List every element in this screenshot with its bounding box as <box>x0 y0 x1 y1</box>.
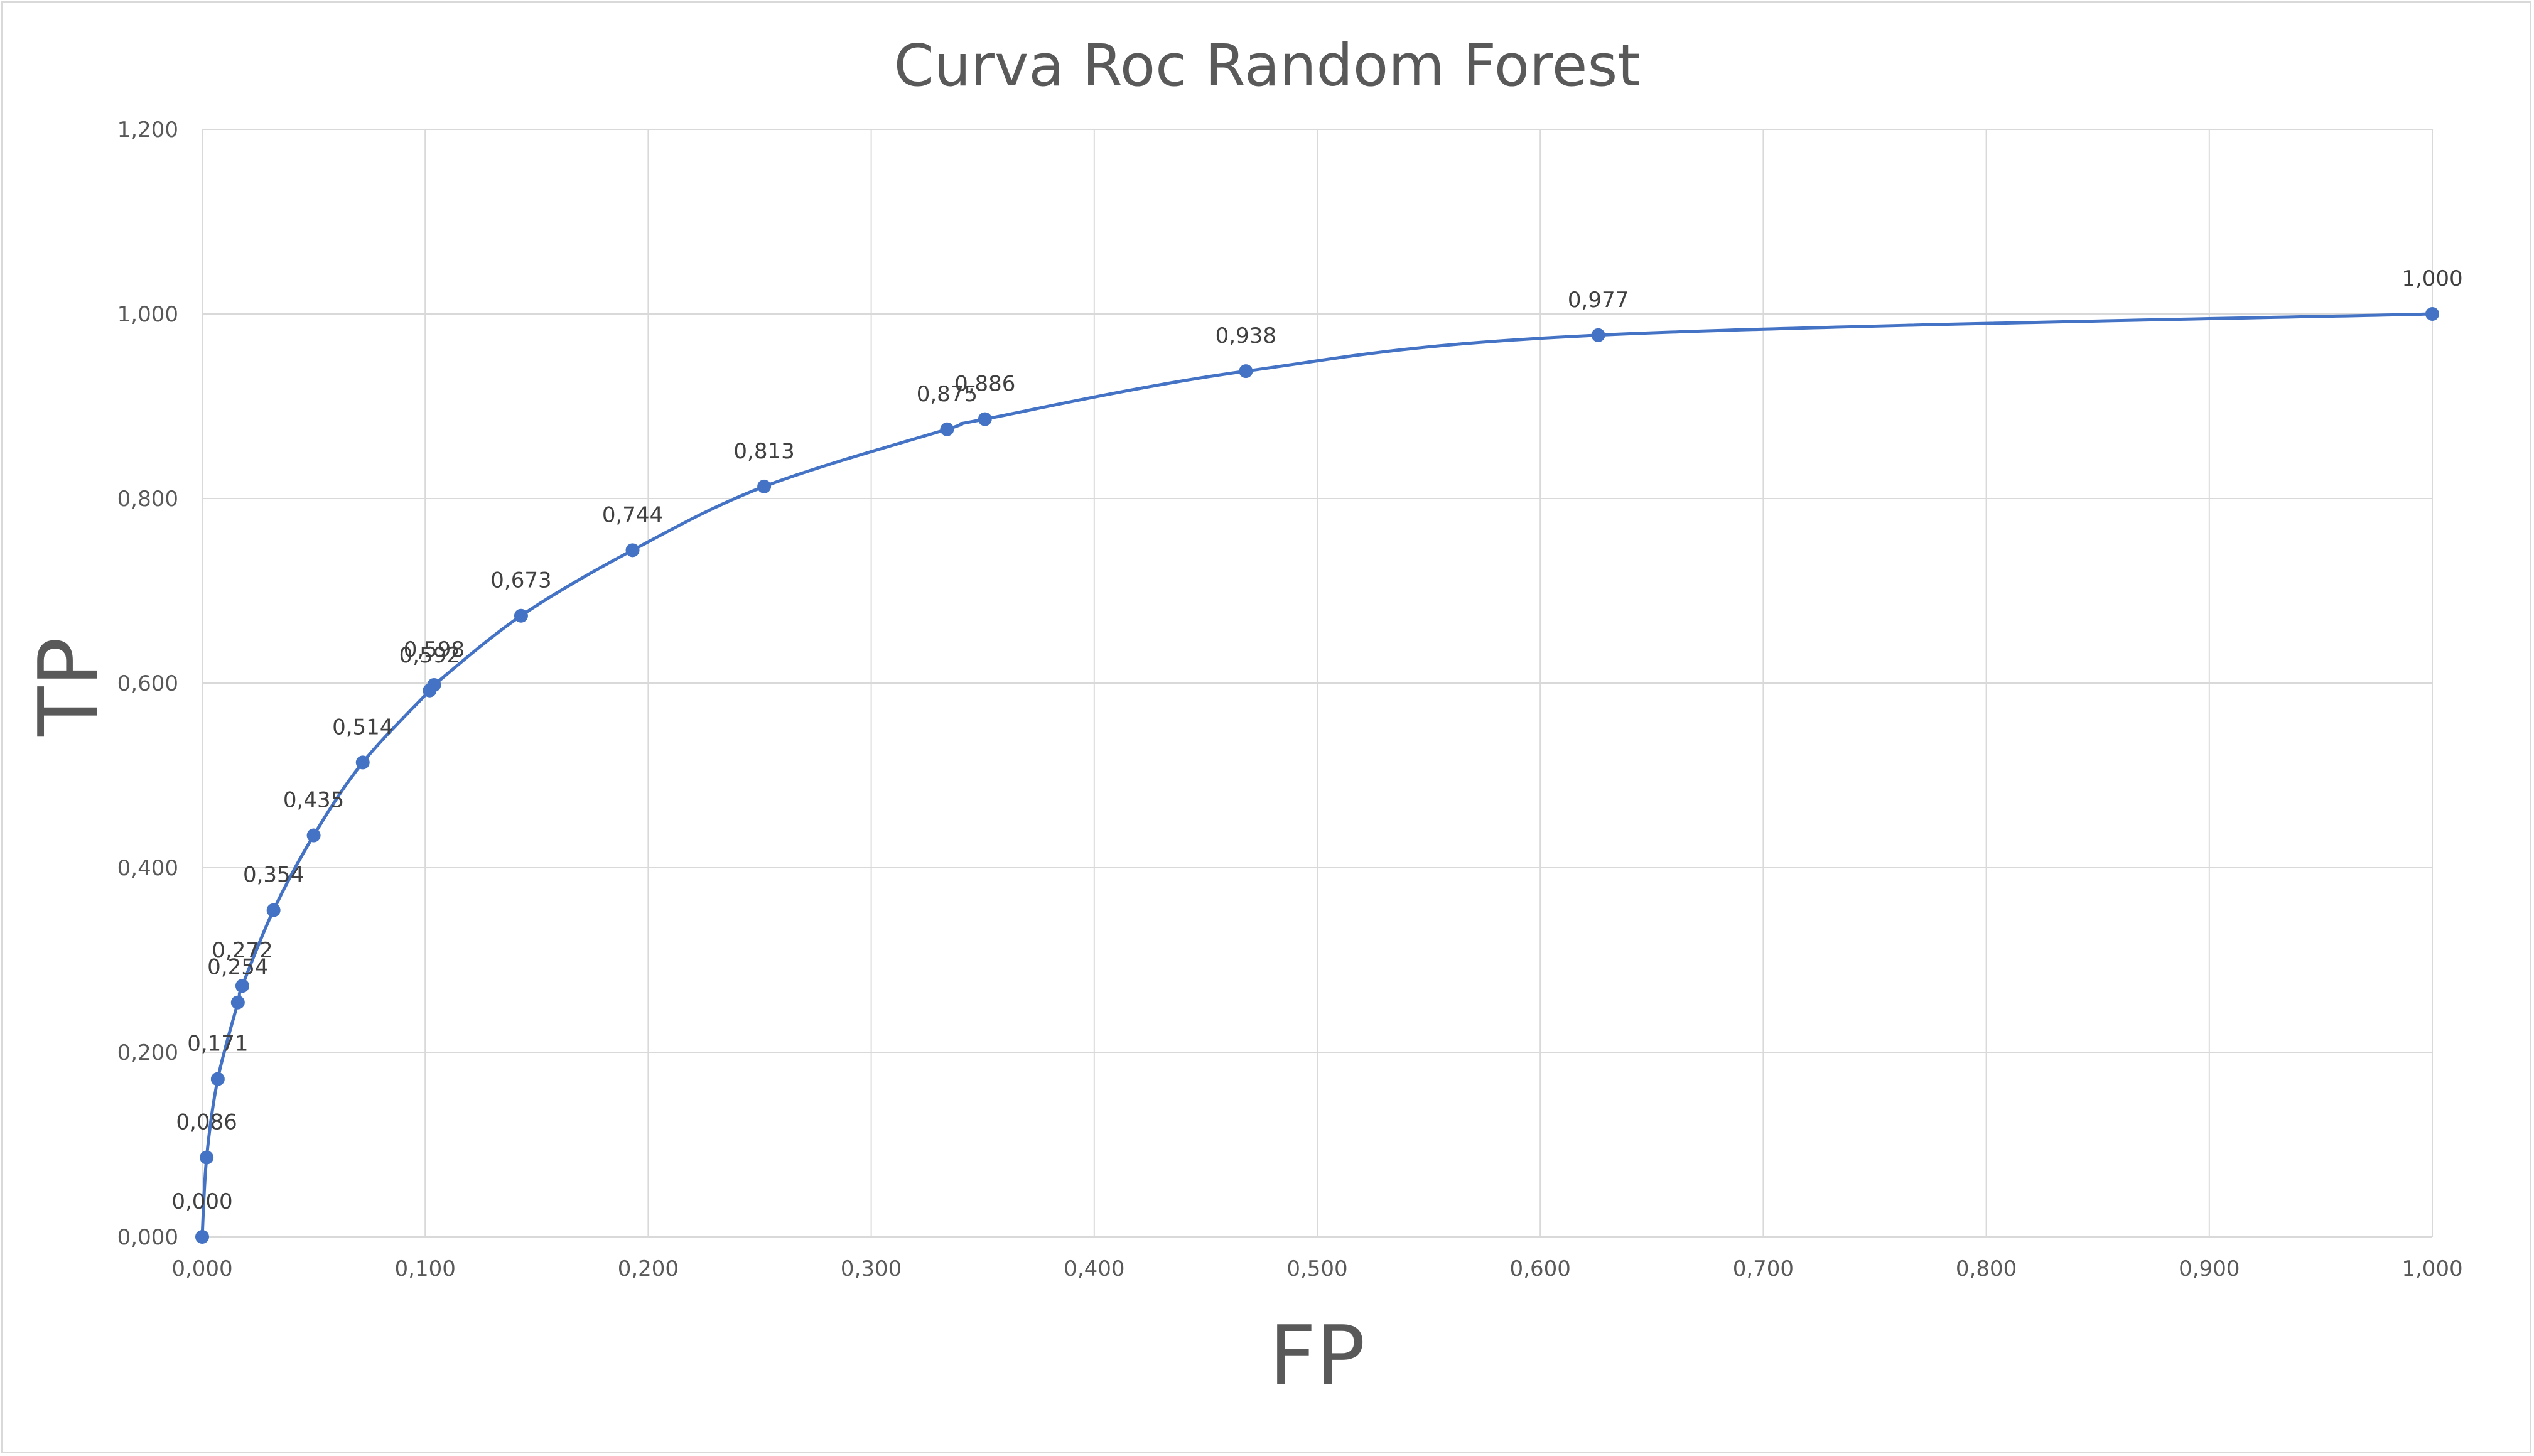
data-label: 1,000 <box>2402 266 2462 291</box>
x-tick-label: 0,000 <box>171 1256 232 1281</box>
data-point <box>230 995 245 1010</box>
x-tick-label: 1,000 <box>2402 1256 2462 1281</box>
x-tick-label: 0,300 <box>841 1256 902 1281</box>
x-tick-label: 0,900 <box>2179 1256 2240 1281</box>
data-points <box>195 307 2439 1244</box>
data-point <box>266 903 281 917</box>
data-point <box>195 1230 209 1244</box>
x-tick-label: 0,700 <box>1733 1256 1794 1281</box>
data-point <box>514 608 528 623</box>
data-label: 0,977 <box>1568 288 1629 313</box>
y-tick-label: 1,200 <box>117 117 178 143</box>
y-tick-label: 1,000 <box>117 302 178 327</box>
x-tick-label: 0,400 <box>1064 1256 1124 1281</box>
data-label: 0,000 <box>171 1189 232 1214</box>
data-point <box>940 422 954 436</box>
data-point <box>427 677 441 692</box>
roc-chart: 0,000 0,100 0,200 0,300 0,400 0,500 0,600 0,700… <box>21 32 2463 1403</box>
y-tick-label: 0,000 <box>117 1225 178 1250</box>
data-point <box>2425 307 2439 321</box>
data-label: 0,673 <box>490 568 551 593</box>
x-tick-label: 0,100 <box>395 1256 456 1281</box>
data-label: 0,435 <box>283 788 344 813</box>
data-point <box>200 1150 214 1165</box>
data-label: 0,171 <box>187 1032 248 1057</box>
x-tick-label: 0,200 <box>618 1256 679 1281</box>
data-label: 0,598 <box>404 637 465 662</box>
data-point <box>355 755 370 770</box>
data-label: 0,813 <box>733 439 794 464</box>
tick-labels: 0,000 0,100 0,200 0,300 0,400 0,500 0,600 0,700… <box>117 117 2463 1281</box>
data-label: 0,744 <box>602 502 663 527</box>
data-label: 0,254 <box>207 955 268 980</box>
data-point <box>1239 364 1253 379</box>
data-point <box>625 543 640 558</box>
data-label: 0,354 <box>243 863 304 888</box>
data-label: 0,875 <box>917 382 978 407</box>
grid-layer <box>202 129 2433 1238</box>
chart-title: Curva Roc Random Forest <box>894 32 1641 99</box>
data-point <box>235 979 249 993</box>
data-label: 0,272 <box>212 938 272 963</box>
x-axis-title: FP <box>1269 1308 1365 1403</box>
y-axis-title: TP <box>21 637 116 737</box>
x-tick-label: 0,600 <box>1510 1256 1571 1281</box>
data-label: 0,086 <box>176 1110 237 1135</box>
data-point <box>306 828 321 843</box>
x-tick-label: 0,500 <box>1286 1256 1347 1281</box>
data-label: 0,592 <box>399 643 460 668</box>
x-tick-label: 0,800 <box>1956 1256 2017 1281</box>
y-tick-label: 0,200 <box>117 1040 178 1065</box>
data-label: 0,938 <box>1216 323 1276 348</box>
y-tick-label: 0,600 <box>117 671 178 696</box>
data-point <box>978 412 992 426</box>
data-label: 0,886 <box>954 372 1015 397</box>
data-label: 0,514 <box>332 715 393 740</box>
data-point <box>1591 328 1605 342</box>
y-tick-label: 0,400 <box>117 856 178 881</box>
y-tick-label: 0,800 <box>117 487 178 512</box>
roc-curve <box>200 312 2433 1238</box>
data-point <box>757 479 772 493</box>
data-point <box>210 1072 225 1086</box>
